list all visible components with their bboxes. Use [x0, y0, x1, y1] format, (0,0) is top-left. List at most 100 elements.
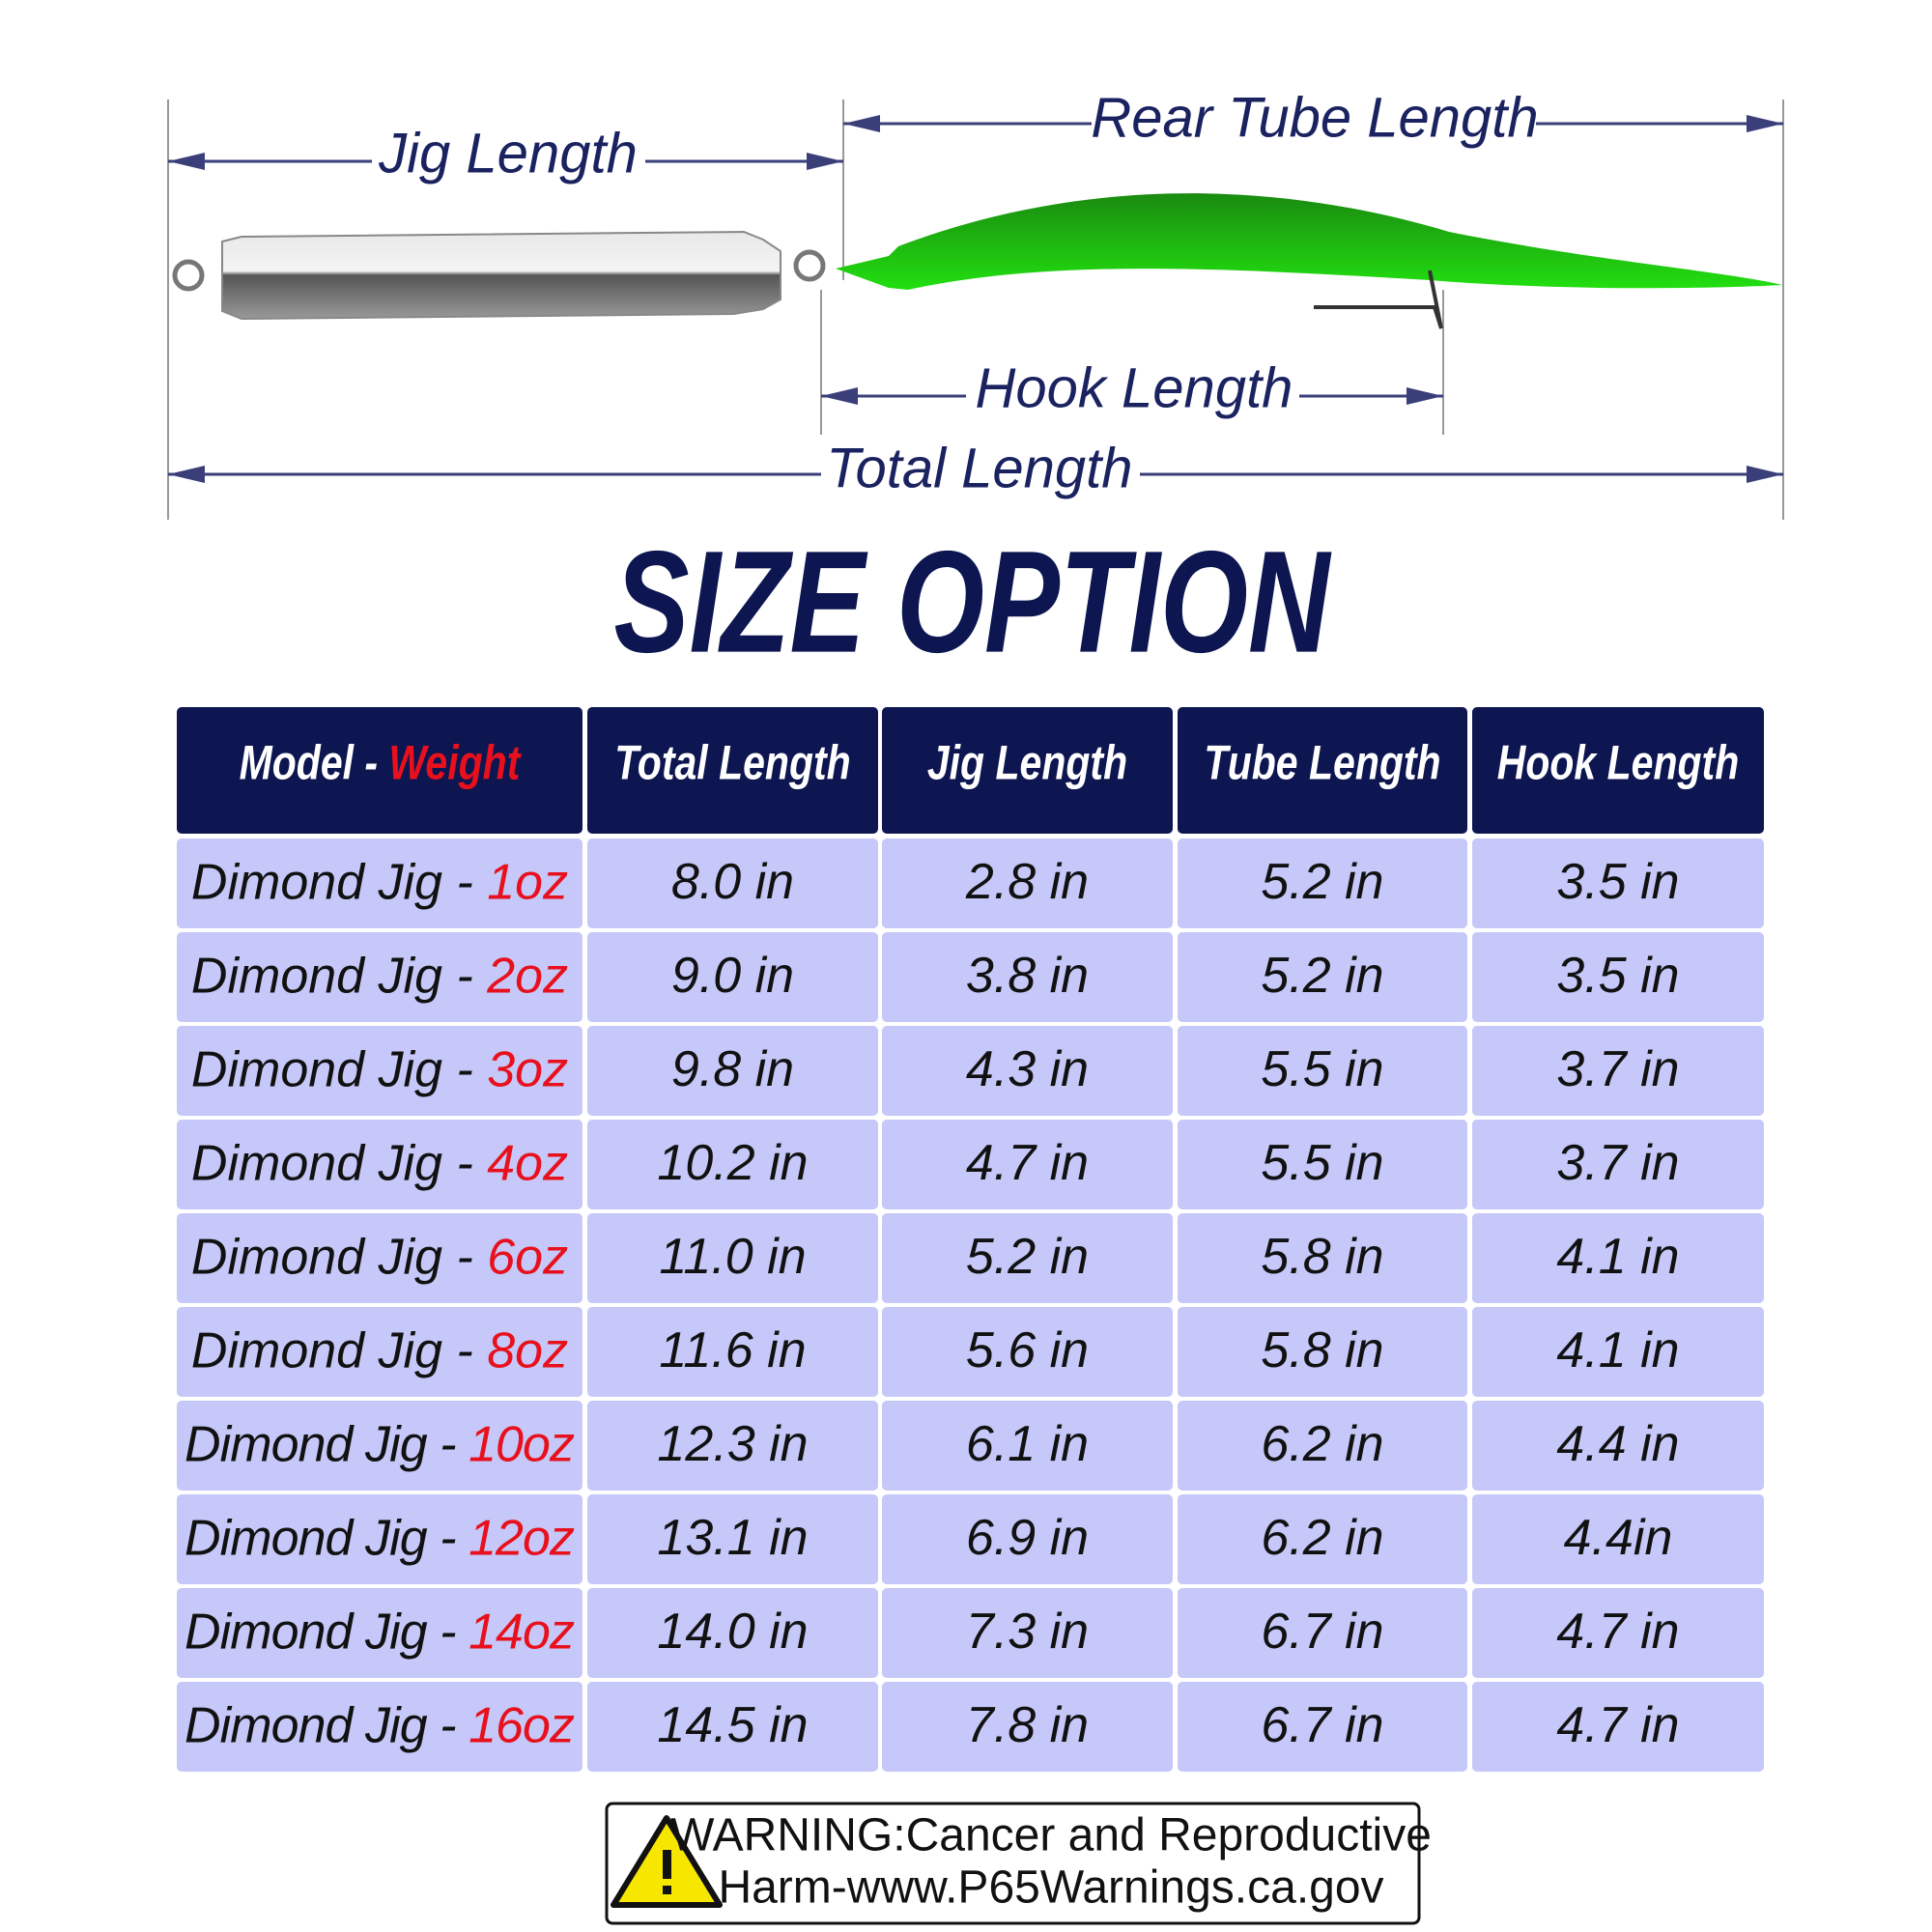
table-cell	[587, 1401, 878, 1491]
model-weight: 8oz	[487, 1322, 568, 1378]
table-cell	[177, 1401, 582, 1491]
cell-text: Dimond Jig - 6oz	[191, 1229, 568, 1285]
cell-text: 5.8 in	[1261, 1229, 1383, 1285]
table-cell	[177, 1494, 582, 1584]
model-weight: 14oz	[469, 1604, 575, 1660]
table-cell	[882, 1307, 1173, 1397]
title: SIZE OPTION	[614, 521, 1332, 683]
table-cell	[177, 1588, 582, 1678]
arrow-head	[168, 466, 205, 483]
table-cell	[177, 838, 582, 928]
model-name: Dimond Jig -	[191, 1322, 487, 1378]
header-weight: Weight	[388, 736, 521, 790]
model-name: Dimond Jig -	[185, 1510, 469, 1566]
table-cell	[177, 1213, 582, 1303]
cell-text: 5.5 in	[1261, 1041, 1383, 1097]
table-cell	[177, 1307, 582, 1397]
cell-text: 6.9 in	[966, 1510, 1089, 1566]
arrow-head	[1747, 466, 1783, 483]
cell-text: 5.5 in	[1261, 1135, 1383, 1191]
model-name: Dimond Jig -	[191, 1135, 487, 1191]
header-cell	[177, 707, 582, 834]
header-model: Model -	[240, 736, 389, 790]
jig-length-label: Jig Length	[378, 122, 638, 185]
cell-text: Dimond Jig - 16oz	[185, 1697, 575, 1753]
table-cell	[1472, 1120, 1764, 1209]
table-cell	[587, 1307, 878, 1397]
table-cell	[1472, 1213, 1764, 1303]
table-cell	[177, 1682, 582, 1772]
table-cell	[587, 838, 878, 928]
table-cell	[1178, 1213, 1467, 1303]
table-cell	[587, 1588, 878, 1678]
table-cell	[1472, 1682, 1764, 1772]
cell-text: 12.3 in	[657, 1416, 808, 1472]
model-name: Dimond Jig -	[185, 1604, 469, 1660]
cell-text: Dimond Jig - 2oz	[191, 948, 568, 1004]
table-cell	[1472, 1307, 1764, 1397]
table-cell	[587, 1120, 878, 1209]
table-cell	[882, 932, 1173, 1022]
cell-text: 14.0 in	[657, 1604, 808, 1660]
arrow-head	[1406, 387, 1443, 405]
header-text: Total Length	[614, 736, 850, 790]
table-cell	[1178, 932, 1467, 1022]
model-name: Dimond Jig -	[191, 854, 487, 910]
warning: WARNING:Cancer and Reproductive Harm-www…	[605, 1802, 1432, 1925]
arrow-head	[843, 115, 880, 132]
header-text: Tube Length	[1204, 736, 1440, 790]
table-cell	[1178, 838, 1467, 928]
cell-text: 5.2 in	[966, 1229, 1089, 1285]
table-cell	[587, 1026, 878, 1116]
model-weight: 3oz	[487, 1041, 568, 1097]
cell-text: 4.7 in	[966, 1135, 1089, 1191]
model-weight: 1oz	[487, 854, 568, 910]
cell-text: 4.4 in	[1556, 1416, 1679, 1472]
warning-line: Harm-www.P65Warnings.ca.gov	[718, 1862, 1383, 1914]
cell-text: Dimond Jig - 14oz	[185, 1604, 575, 1660]
cell-text: 14.5 in	[657, 1697, 808, 1753]
table-cell	[1472, 932, 1764, 1022]
cell-text: 3.5 in	[1556, 948, 1679, 1004]
cell-text: 4.7 in	[1556, 1697, 1679, 1753]
table-cell	[1178, 1682, 1467, 1772]
arrow-head	[1747, 115, 1783, 132]
cell-text: Dimond Jig - 3oz	[191, 1041, 568, 1097]
table-cell	[1178, 1120, 1467, 1209]
cell-text: 5.8 in	[1261, 1322, 1383, 1378]
cell-text: 5.2 in	[1261, 854, 1383, 910]
model-weight: 4oz	[487, 1135, 568, 1191]
table-cell	[587, 1213, 878, 1303]
table-cell	[587, 1682, 878, 1772]
size-table: Model - Weight Total Length Jig Length Tube…	[177, 707, 1764, 1772]
cell-text: 5.6 in	[966, 1322, 1089, 1378]
table-cell	[882, 1494, 1173, 1584]
cell-text: Dimond Jig - 4oz	[191, 1135, 568, 1191]
table-cell	[1178, 1494, 1467, 1584]
cell-text: 4.7 in	[1556, 1604, 1679, 1660]
header-text: Jig Length	[927, 736, 1127, 790]
cell-text: 3.7 in	[1556, 1041, 1679, 1097]
cell-text: 8.0 in	[671, 854, 794, 910]
warning-line: WARNING:Cancer and Reproductive	[670, 1810, 1432, 1861]
header-cell	[1472, 707, 1764, 834]
header-text: Hook Length	[1497, 736, 1740, 790]
model-name: Dimond Jig -	[191, 1229, 487, 1285]
model-weight: 12oz	[469, 1510, 575, 1566]
cell-text: 9.0 in	[671, 948, 794, 1004]
cell-text: 11.6 in	[659, 1322, 806, 1378]
cell-text: Dimond Jig - 8oz	[191, 1322, 568, 1378]
total-length-label: Total Length	[826, 437, 1132, 499]
cell-text: 3.7 in	[1556, 1135, 1679, 1191]
cell-text: 10.2 in	[657, 1135, 808, 1191]
header-cell	[1178, 707, 1467, 834]
table-cell	[1472, 838, 1764, 928]
cell-text: 9.8 in	[671, 1041, 794, 1097]
table-cell	[177, 1026, 582, 1116]
lure-diagram: Jig Length Rear Tube Length Hook Length …	[167, 86, 1784, 520]
table-cell	[1472, 1588, 1764, 1678]
table-cell	[1178, 1401, 1467, 1491]
cell-text: 2.8 in	[965, 854, 1089, 910]
cell-text: 6.1 in	[966, 1416, 1089, 1472]
